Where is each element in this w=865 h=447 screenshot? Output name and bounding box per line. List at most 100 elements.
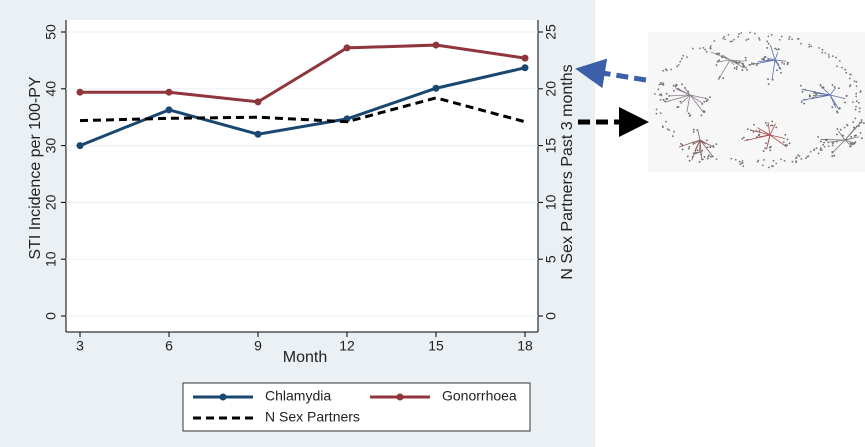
network-node: [688, 146, 690, 148]
network-node: [721, 56, 723, 58]
network-node: [859, 111, 861, 113]
network-node: [844, 127, 846, 129]
network-node: [838, 87, 840, 89]
network-node: [819, 149, 821, 151]
network-node: [789, 36, 791, 38]
network-node: [816, 147, 818, 149]
y2-tick-label: 25: [543, 24, 559, 40]
y2-axis-title: N Sex Partners Past 3 months: [559, 64, 576, 279]
network-node: [705, 98, 707, 100]
network-node: [841, 67, 843, 69]
network-node: [855, 95, 857, 97]
network-node: [788, 38, 790, 40]
network-node: [707, 99, 709, 101]
network-node: [709, 96, 711, 98]
network-node: [859, 107, 861, 109]
network-node: [854, 135, 856, 137]
network-node: [704, 156, 706, 158]
network-node: [803, 103, 805, 105]
network-node: [756, 64, 758, 66]
network-node: [707, 146, 709, 148]
legend-label: Gonorrhoea: [442, 388, 517, 404]
network-node: [779, 68, 781, 70]
network-node: [831, 151, 833, 153]
network-node: [742, 160, 744, 162]
network-node: [730, 41, 732, 43]
network-node: [660, 93, 662, 95]
network-node: [858, 102, 860, 104]
network-node: [783, 63, 785, 65]
network-node: [736, 66, 738, 68]
network-node: [766, 41, 768, 43]
network-node: [772, 125, 774, 127]
network-node: [820, 147, 822, 149]
network-node: [859, 91, 861, 93]
network-node: [844, 69, 846, 71]
network-node: [784, 160, 786, 162]
network-node: [775, 127, 777, 129]
network-node: [860, 132, 862, 134]
network-node: [656, 108, 658, 110]
network-node: [776, 69, 778, 71]
network-node: [834, 86, 836, 88]
network-node: [718, 59, 720, 61]
network-node: [693, 142, 695, 144]
network-node: [753, 131, 755, 133]
network-node: [831, 155, 833, 157]
network-node: [681, 83, 683, 85]
network-node: [733, 39, 735, 41]
x-tick-label: 15: [428, 338, 444, 354]
network-node: [839, 60, 841, 62]
network-node: [814, 91, 816, 93]
network-node: [824, 52, 826, 54]
network-node: [679, 61, 681, 63]
network-node: [805, 157, 807, 159]
network-node: [749, 64, 751, 66]
network-node: [844, 102, 846, 104]
network-node: [750, 129, 752, 131]
network-node: [684, 87, 686, 89]
network-edge: [820, 139, 845, 140]
network-node: [764, 147, 766, 149]
network-node: [715, 143, 717, 145]
network-node: [783, 141, 785, 143]
network-node: [682, 55, 684, 57]
network-node: [702, 158, 704, 160]
network-node: [718, 78, 720, 80]
network-node: [754, 33, 756, 35]
network-node: [808, 44, 810, 46]
data-point: [433, 42, 440, 49]
network-node: [842, 135, 844, 137]
network-node: [675, 84, 677, 86]
network-node: [713, 145, 715, 147]
network-node: [804, 89, 806, 91]
network-node: [856, 100, 858, 102]
network-node: [706, 139, 708, 141]
network-node: [764, 56, 766, 58]
network-node: [666, 93, 668, 95]
network-node: [781, 62, 783, 64]
network-node: [753, 124, 755, 126]
network-node: [837, 112, 839, 114]
network-node: [806, 156, 808, 158]
network-node: [797, 154, 799, 156]
y-tick-label: 0: [43, 312, 59, 320]
network-node: [758, 37, 760, 39]
network-node: [699, 48, 701, 50]
network-node: [707, 158, 709, 160]
network-node: [855, 106, 857, 108]
network-node: [692, 48, 694, 50]
data-point: [344, 44, 351, 51]
network-node: [749, 32, 751, 34]
legend-marker: [397, 394, 404, 401]
network-node: [736, 68, 738, 70]
network-node: [703, 101, 705, 103]
network-node: [765, 142, 767, 144]
network-node: [815, 95, 817, 97]
network-node: [853, 143, 855, 145]
network-node: [707, 156, 709, 158]
network-node: [663, 99, 665, 101]
network-node: [802, 91, 804, 93]
network-node: [704, 49, 706, 51]
network-node: [699, 161, 701, 163]
